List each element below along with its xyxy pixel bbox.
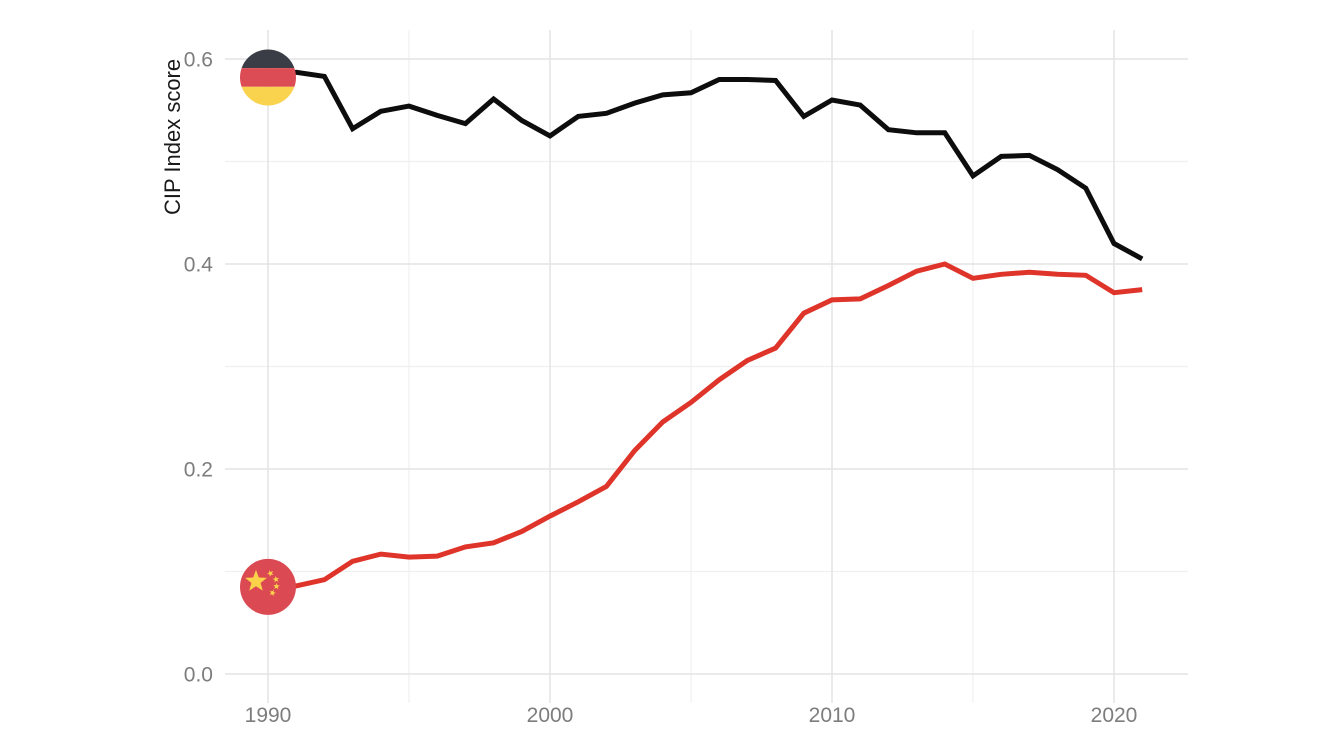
x-axis-tick-labels: 1990 2000 2010 2020: [245, 704, 1138, 727]
minor-gridlines: [225, 30, 1188, 703]
china-line: [267, 261, 1143, 590]
series-lines: [267, 69, 1144, 590]
x-tick-label-2000: 2000: [527, 704, 574, 727]
germany-band-red: [240, 68, 296, 87]
x-tick-label-2020: 2020: [1091, 704, 1138, 727]
y-tick-label-0.0: 0.0: [184, 664, 213, 687]
y-tick-label-0.2: 0.2: [184, 459, 213, 482]
china-small-star-1: [267, 570, 274, 577]
germany-band-gold: [240, 86, 296, 106]
x-tick-label-2010: 2010: [809, 704, 856, 727]
china-flag-circle: [240, 558, 296, 615]
china-small-star-4: [269, 589, 276, 597]
x-tick-label-1990: 1990: [245, 704, 292, 727]
china-small-star-3: [273, 582, 280, 590]
flag-markers: [240, 49, 296, 615]
china-big-star: [245, 569, 267, 591]
china-small-star-2: [272, 576, 279, 583]
china-flag-icon: [240, 558, 296, 615]
y-axis-tick-labels: 0.0 0.2 0.4 0.6: [184, 49, 214, 687]
y-tick-label-0.6: 0.6: [184, 49, 213, 72]
germany-band-black: [240, 49, 296, 69]
germany-line: [267, 69, 1144, 262]
y-tick-label-0.4: 0.4: [184, 254, 214, 277]
major-gridlines: [225, 30, 1188, 703]
germany-flag-icon: [240, 49, 296, 106]
y-axis-title: CIP Index score: [160, 59, 185, 215]
